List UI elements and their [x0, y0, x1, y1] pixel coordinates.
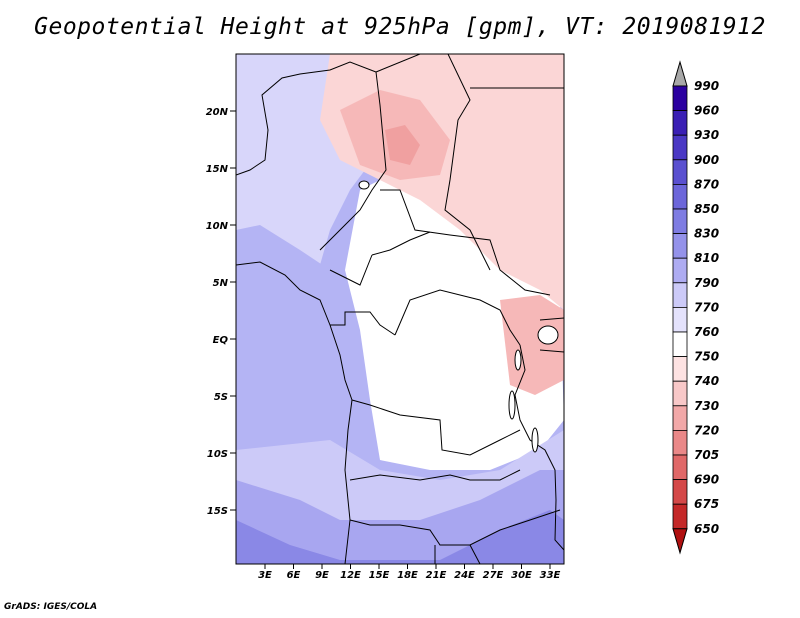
colorbar-label: 870: [694, 177, 719, 191]
lat-tick-label: 10S: [207, 449, 228, 460]
colorbar-swatch: [672, 454, 688, 481]
colorbar-swatch: [672, 110, 688, 136]
lat-tick-label: 20N: [206, 107, 229, 118]
field-region-760: [345, 160, 564, 470]
colorbar-label: 960: [694, 104, 719, 118]
colorbar-label: 760: [694, 325, 719, 339]
colorbar-swatch: [672, 503, 688, 530]
colorbar-swatch: [672, 134, 688, 161]
colorbar-label: 900: [694, 153, 719, 167]
field-region-730: [385, 125, 420, 165]
lon-tick-label: 33E: [540, 570, 561, 581]
colorbar-label: 990: [694, 79, 719, 93]
colorbar-label: 750: [694, 350, 719, 364]
field-region-790: [236, 225, 350, 480]
lon-tick-label: 12E: [340, 570, 361, 581]
lon-tick-label: 24E: [454, 570, 475, 581]
colorbar-label: 705: [694, 448, 719, 462]
colorbar-swatch: [672, 306, 688, 333]
lon-tick-label: 9E: [315, 570, 329, 581]
lat-tick-label: 10N: [206, 221, 229, 232]
lon-tick-label: 18E: [397, 570, 418, 581]
colorbar-swatch: [672, 233, 688, 259]
map-frame: [235, 53, 565, 565]
colorbar-label: 650: [694, 522, 719, 536]
colorbar-label: 675: [694, 497, 719, 511]
lat-tick-label: 15S: [207, 506, 228, 517]
colorbar-swatch: [672, 282, 688, 308]
colorbar-swatch: [672, 85, 688, 112]
lat-tick-label: EQ: [213, 335, 229, 346]
lon-tick-label: 21E: [426, 570, 447, 581]
colorbar-label: 830: [694, 227, 719, 241]
geopotential-field: [236, 54, 564, 564]
colorbar-swatch: [672, 257, 688, 284]
lat-tick-label: 5N: [213, 278, 229, 289]
longitude-axis: 3E 6E 9E 12E 15E 18E 21E 24E 27E 30E 33E: [258, 564, 561, 581]
colorbar-swatch: [672, 208, 688, 235]
field-region-850: [236, 510, 564, 564]
colorbar-swatch: [672, 356, 688, 382]
footer-credit: GrADS: IGES/COLA: [4, 602, 98, 612]
lon-tick-label: 15E: [369, 570, 390, 581]
colorbar-swatch: [672, 331, 688, 358]
colorbar-label: 720: [694, 423, 719, 437]
colorbar-label: 770: [694, 300, 719, 314]
colorbar-label: 810: [694, 251, 719, 265]
colorbar-label: 930: [694, 128, 719, 142]
colorbar-label: 850: [694, 202, 719, 216]
colorbar: 990 960 930 900 870 850 830 810 790 770 760 750 740 7…: [672, 60, 719, 555]
lon-tick-label: 6E: [287, 570, 301, 581]
colorbar-label: 690: [694, 473, 719, 487]
colorbar-swatch: [672, 380, 688, 407]
colorbar-label: 740: [694, 374, 719, 388]
lon-tick-label: 27E: [483, 570, 504, 581]
colorbar-top-arrow: [672, 60, 688, 87]
field-region-740-east: [500, 295, 564, 395]
colorbar-swatch: [672, 479, 688, 505]
map-title: Geopotential Height at 925hPa [gpm], VT:…: [34, 14, 766, 40]
colorbar-bottom-arrow: [672, 528, 688, 555]
lat-tick-label: 5S: [214, 392, 228, 403]
colorbar-label: 730: [694, 399, 719, 413]
lon-tick-label: 3E: [258, 570, 272, 581]
lon-tick-label: 30E: [511, 570, 532, 581]
lat-tick-label: 15N: [206, 164, 229, 175]
colorbar-swatch: [672, 429, 688, 456]
latitude-axis: 20N 15N 10N 5N EQ 5S 10S 15S: [206, 107, 236, 517]
colorbar-swatch: [672, 405, 688, 431]
country-borders: [236, 54, 564, 564]
colorbar-swatch: [672, 159, 688, 185]
colorbar-swatch: [672, 183, 688, 210]
colorbar-label: 790: [694, 276, 719, 290]
lakes: [358, 180, 559, 453]
